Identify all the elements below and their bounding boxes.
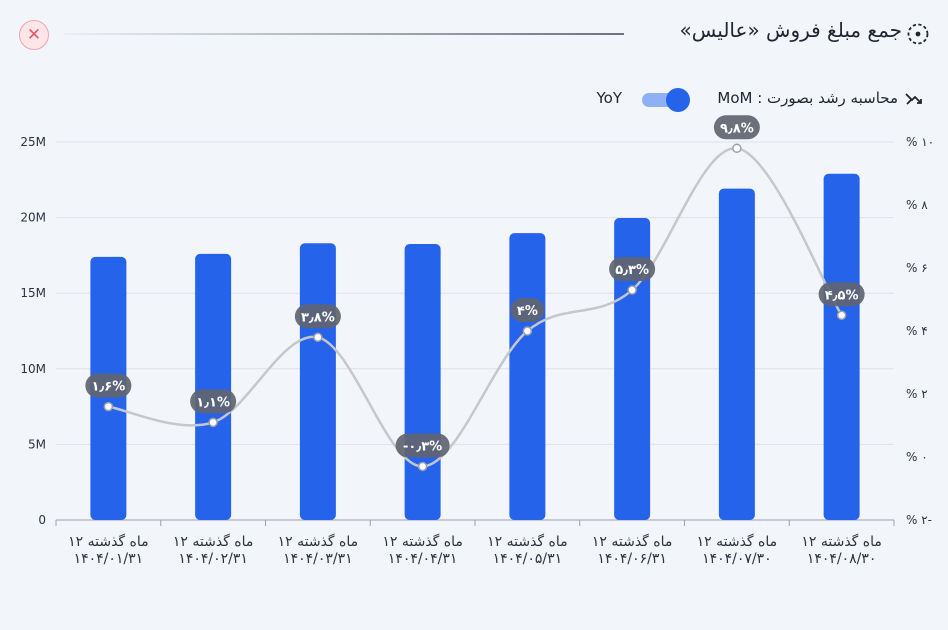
growth-toggle-row: محاسبه رشد بصورت : MoM YoY	[574, 86, 924, 112]
chart-header: جمع مبلغ فروش «عالیس» ✕	[0, 0, 948, 70]
target-circle-icon	[907, 23, 929, 45]
growth-value-pill	[294, 304, 341, 329]
category-label: ۱۲ ماه گذشته	[68, 533, 149, 550]
category-label: ۱۲ ماه گذشته	[278, 533, 359, 550]
growth-value-label: ۴%	[517, 304, 538, 319]
close-button[interactable]: ✕	[19, 20, 49, 50]
category-label: ۱۴۰۴/۰۳/۳۱	[283, 551, 353, 567]
category-label: ۱۴۰۴/۰۷/۳۰	[702, 551, 772, 567]
mom-yoy-switch[interactable]	[642, 88, 690, 112]
growth-point[interactable]	[522, 326, 533, 336]
category-label: ۱۲ ماه گذشته	[173, 533, 254, 550]
category-label: ۱۲ ماه گذشته	[487, 533, 568, 550]
category-label: ۱۴۰۴/۰۱/۳۱	[74, 551, 144, 567]
left-axis-tick-label: 20M	[20, 211, 46, 225]
growth-value-pill	[510, 298, 545, 322]
growth-point[interactable]	[732, 143, 742, 154]
sales-bar[interactable]	[404, 244, 441, 520]
chart-title: جمع مبلغ فروش «عالیس»	[679, 18, 902, 42]
growth-value-label: ۴٫۵%	[825, 288, 859, 303]
growth-value-pill	[609, 257, 656, 282]
category-label: ۱۴۰۴/۰۴/۳۱	[388, 551, 458, 567]
sales-bar[interactable]	[823, 173, 860, 520]
growth-point[interactable]	[836, 310, 847, 320]
trend-icon	[905, 93, 922, 105]
right-axis-tick-label: % ۲-	[906, 513, 932, 527]
sales-bar[interactable]	[195, 253, 232, 520]
category-label: ۱۲ ماه گذشته	[697, 533, 778, 550]
category-label: ۱۲ ماه گذشته	[592, 533, 673, 550]
sales-bar[interactable]	[509, 233, 546, 521]
growth-point[interactable]	[417, 461, 428, 472]
sales-bar[interactable]	[718, 188, 755, 521]
growth-value-label: ۳٫۸%	[301, 310, 335, 325]
right-axis-tick-label: % ۰	[906, 450, 928, 464]
yoy-label: YoY	[596, 89, 622, 107]
growth-value-label: ۱٫۶%	[91, 380, 125, 395]
header-divider	[64, 33, 624, 35]
left-axis-tick-label: 15M	[20, 286, 46, 300]
sales-bar[interactable]	[614, 218, 651, 521]
left-axis-tick-label: 10M	[20, 362, 46, 376]
growth-value-label: ۱٫۱%	[196, 395, 230, 410]
category-label: ۱۴۰۴/۰۲/۳۱	[178, 551, 248, 567]
growth-point[interactable]	[313, 332, 323, 343]
right-axis-tick-label: % ۱۰	[906, 135, 934, 149]
growth-value-label: ۵٫۳%	[615, 263, 649, 278]
growth-value-pill	[713, 115, 760, 140]
growth-value-label: ۹٫۸%	[720, 121, 754, 136]
category-label: ۱۴۰۴/۰۶/۳۱	[597, 551, 667, 567]
growth-point[interactable]	[103, 401, 114, 412]
right-axis-tick-label: % ۸	[906, 198, 928, 212]
left-axis-tick-label: 25M	[20, 135, 46, 149]
growth-point[interactable]	[627, 285, 637, 295]
right-axis-tick-label: % ۶	[906, 261, 928, 275]
switch-knob[interactable]	[666, 88, 690, 112]
category-label: ۱۴۰۴/۰۵/۳۱	[493, 551, 563, 567]
growth-point[interactable]	[208, 417, 218, 428]
right-axis-tick-label: % ۴	[906, 324, 928, 338]
right-axis-tick-label: % ۲	[906, 387, 928, 401]
growth-value-pill	[395, 433, 450, 458]
growth-value-label: -۰٫۳%	[403, 439, 442, 454]
growth-mode-label: محاسبه رشد بصورت : MoM	[717, 89, 898, 107]
growth-value-pill	[85, 373, 132, 398]
close-icon: ✕	[26, 25, 42, 45]
category-label: ۱۲ ماه گذشته	[801, 533, 882, 550]
growth-value-pill	[818, 282, 865, 307]
left-axis-tick-label: 5M	[28, 437, 46, 451]
category-label: ۱۲ ماه گذشته	[382, 533, 463, 550]
category-label: ۱۴۰۴/۰۸/۳۰	[807, 551, 877, 567]
growth-value-pill	[190, 389, 237, 414]
sales-bar[interactable]	[299, 243, 336, 520]
left-axis-tick-label: 0	[38, 513, 46, 527]
